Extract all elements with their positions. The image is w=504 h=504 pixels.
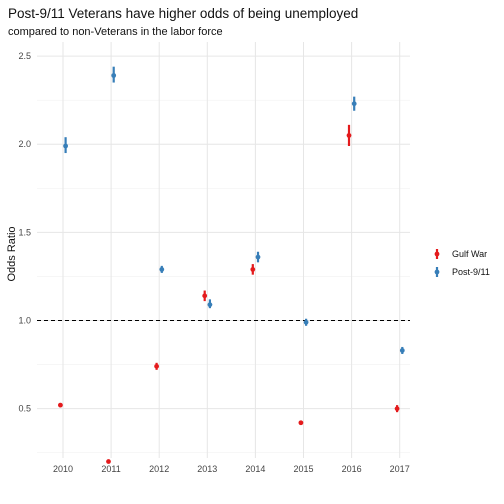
data-point bbox=[202, 293, 208, 299]
y-tick-label: 2.5 bbox=[18, 51, 31, 61]
data-point bbox=[207, 302, 213, 308]
data-point bbox=[255, 254, 261, 260]
data-point bbox=[250, 266, 256, 272]
data-point bbox=[106, 459, 111, 464]
plot-series bbox=[58, 66, 405, 464]
x-tick-label: 2010 bbox=[53, 464, 73, 474]
x-tick-label: 2015 bbox=[293, 464, 313, 474]
series-gulf-war bbox=[58, 124, 400, 464]
x-tick-label: 2017 bbox=[390, 464, 410, 474]
data-point bbox=[58, 402, 63, 408]
chart-subtitle: compared to non-Veterans in the labor fo… bbox=[8, 26, 223, 38]
y-tick-label: 2.0 bbox=[18, 139, 31, 149]
grid bbox=[37, 42, 410, 458]
data-point bbox=[111, 73, 117, 78]
y-tick-label: 1.0 bbox=[18, 316, 31, 326]
data-point bbox=[394, 406, 400, 412]
y-tick-label: 0.5 bbox=[18, 404, 31, 414]
x-tick-label: 2012 bbox=[149, 464, 169, 474]
y-axis-title: Odds Ratio bbox=[6, 226, 18, 281]
data-point bbox=[159, 266, 165, 272]
data-point bbox=[303, 319, 309, 325]
x-tick-label: 2014 bbox=[245, 464, 265, 474]
data-point bbox=[346, 133, 352, 138]
x-tick-label: 2011 bbox=[101, 464, 120, 474]
data-point bbox=[154, 363, 160, 369]
data-point bbox=[399, 348, 405, 353]
data-point bbox=[63, 143, 68, 149]
legend-label: Gulf War bbox=[452, 249, 487, 259]
data-point bbox=[351, 101, 357, 107]
chart-title: Post-9/11 Veterans have higher odds of b… bbox=[8, 6, 358, 21]
legend-label: Post-9/11 bbox=[452, 267, 490, 277]
legend-key-point bbox=[434, 269, 440, 275]
y-axis: 0.5 1.0 1.5 2.0 2.5 bbox=[18, 51, 31, 414]
x-tick-label: 2013 bbox=[197, 464, 217, 474]
y-tick-label: 1.5 bbox=[18, 227, 31, 237]
legend: Gulf War Post-9/11 bbox=[434, 249, 490, 277]
series-post-9-11 bbox=[63, 66, 405, 354]
x-tick-label: 2016 bbox=[342, 464, 362, 474]
legend-key-point bbox=[434, 251, 440, 257]
data-point bbox=[298, 420, 304, 426]
x-axis: 2010 2011 2012 2013 2014 2015 2016 2017 bbox=[53, 464, 410, 474]
